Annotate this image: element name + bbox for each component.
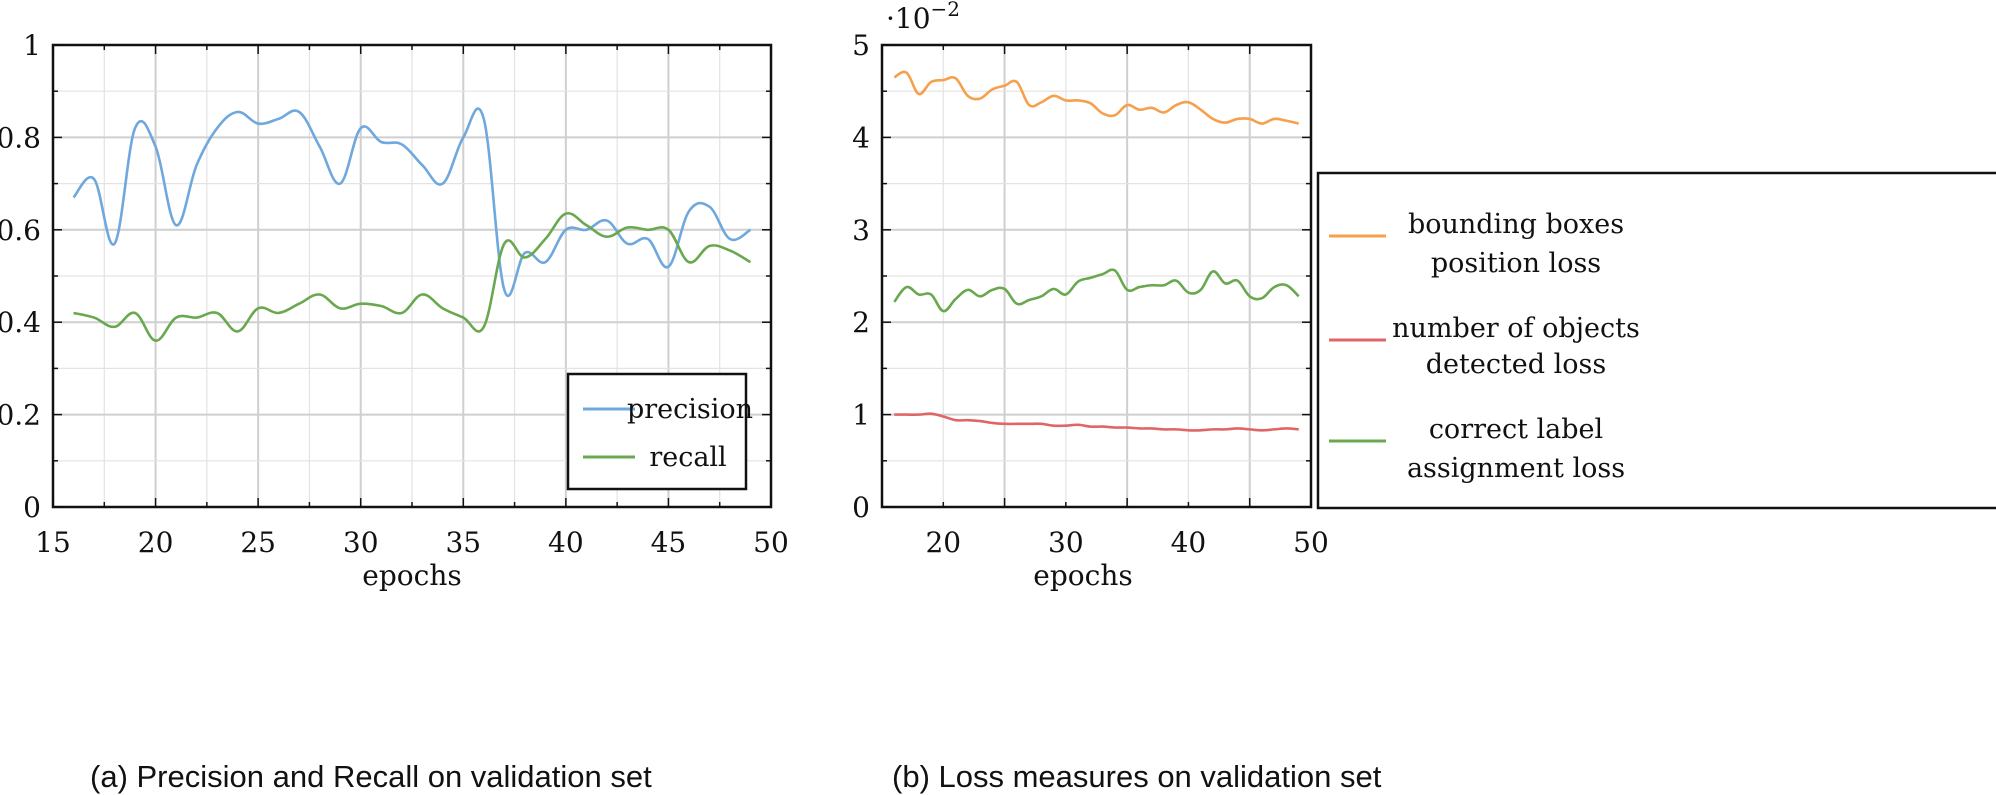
chart-b-caption: (b) Loss measures on validation set	[892, 759, 1382, 794]
legend-label-loss-label-line1: correct label	[1429, 414, 1603, 445]
legend-bbox-loss-label-line1: bounding boxes	[1408, 209, 1624, 240]
y-tick-label: 1	[23, 29, 41, 62]
chart-a-caption: (a) Precision and Recall on validation s…	[90, 759, 652, 794]
y-tick-label: 3	[852, 214, 870, 247]
x-tick-label: 15	[35, 526, 71, 559]
y-tick-label: 4	[852, 121, 870, 154]
chart-b-ticks: 20 30 40 50 0 1 2 3 4 5	[852, 29, 1329, 559]
x-tick-label: 20	[925, 526, 961, 559]
x-tick-label: 45	[651, 526, 687, 559]
legend-objects-loss-label-line1: number of objects	[1392, 313, 1640, 344]
x-tick-label: 40	[1171, 526, 1207, 559]
chart-b-legend: bounding boxes position loss number of o…	[1316, 171, 1996, 510]
x-tick-label: 30	[1048, 526, 1084, 559]
x-tick-label: 50	[753, 526, 789, 559]
y-tick-label: 0	[852, 491, 870, 524]
series-line-correct-label-assignment-loss	[893, 268, 1300, 313]
x-tick-label: 50	[1293, 526, 1329, 559]
y-tick-label: 1	[852, 399, 870, 432]
chart-a-xlabel: epochs	[362, 559, 461, 592]
x-tick-label: 30	[343, 526, 379, 559]
x-tick-label: 40	[548, 526, 584, 559]
x-tick-label: 35	[445, 526, 481, 559]
y-tick-label: 0.4	[0, 306, 41, 339]
precision-recall-chart: 15 20 25 30 35 40 45 50 0 0.2 0.4 0.6 0.8 1 epochs (a…	[0, 29, 789, 794]
legend-objects-loss-label-line2: detected loss	[1426, 349, 1607, 380]
legend-precision-label: precision	[627, 394, 753, 425]
y-tick-label: 5	[852, 29, 870, 62]
legend-bbox-loss-label-line2: position loss	[1431, 248, 1601, 279]
chart-a-series	[72, 107, 752, 342]
series-line-bounding-boxes-position-loss	[893, 70, 1300, 125]
y-tick-label: 0.6	[0, 214, 41, 247]
x-tick-label: 20	[138, 526, 174, 559]
chart-b-multiplier: ·10−2	[886, 0, 960, 35]
legend-recall-label: recall	[649, 442, 726, 473]
chart-b-multiplier-exponent: −2	[931, 0, 960, 21]
series-line-number-of-objects-detected-loss	[894, 412, 1299, 432]
y-tick-label: 0.2	[0, 399, 41, 432]
chart-a-ticks: 15 20 25 30 35 40 45 50 0 0.2 0.4 0.6 0.8 1	[0, 29, 789, 559]
chart-a-legend-box	[566, 372, 748, 491]
y-tick-label: 2	[852, 306, 870, 339]
series-line-precision	[72, 107, 752, 298]
loss-measures-chart: 20 30 40 50 0 1 2 3 4 5 ·10−2 epochs (b) Loss mea…	[852, 0, 1996, 794]
series-line-recall	[73, 211, 752, 342]
chart-b-xlabel: epochs	[1033, 559, 1132, 592]
chart-b-series	[893, 70, 1300, 432]
x-tick-label: 25	[240, 526, 276, 559]
chart-a-legend: precision recall	[566, 372, 753, 491]
y-tick-label: 0	[23, 491, 41, 524]
y-tick-label: 0.8	[0, 121, 41, 154]
chart-b-legend-box	[1316, 171, 1996, 510]
legend-label-loss-label-line2: assignment loss	[1407, 453, 1625, 484]
chart-b-multiplier-base: ·10	[886, 2, 931, 35]
